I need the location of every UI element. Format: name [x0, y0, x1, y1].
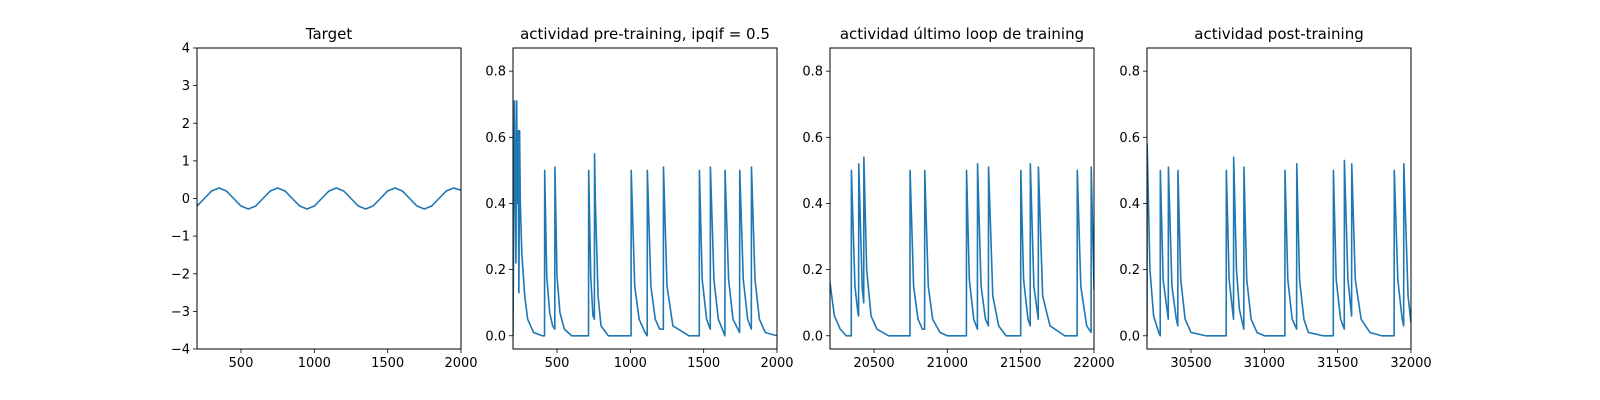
x-tick-label: 1000: [614, 356, 647, 371]
y-tick-label: 2: [182, 117, 190, 132]
y-tick-label: −1: [171, 230, 190, 245]
axes-frame: [1146, 47, 1412, 350]
y-tick-label: 0.6: [802, 131, 823, 146]
y-tick-label: 0.0: [1119, 329, 1140, 344]
plot-area: [830, 156, 1094, 337]
y-tick-label: 0.0: [485, 329, 506, 344]
x-tick-label: 31500: [1317, 356, 1358, 371]
y-tick-label: 0: [182, 192, 190, 207]
panel-pre-training: actividad pre-training, ipqif = 0.5 500 1…: [485, 25, 793, 371]
axis-ticks: 20500 21000 21500 22000 0.0 0.2 0.4 0.6 0.8: [802, 65, 1114, 371]
x-tick-label: 2000: [444, 356, 477, 371]
panel-last-training-loop: actividad último loop de training 20500 2…: [802, 25, 1114, 371]
y-tick-label: 0.8: [1119, 65, 1140, 80]
plot-area: [197, 187, 461, 210]
y-tick-label: 1: [182, 154, 190, 169]
y-tick-label: 0.6: [1119, 131, 1140, 146]
axes-frame: [829, 47, 1095, 350]
series-line: [1147, 143, 1411, 337]
axis-ticks: 500 1000 1500 2000 0.0 0.2 0.4 0.6 0.8: [485, 65, 793, 371]
x-tick-label: 2000: [760, 356, 793, 371]
series-line: [513, 100, 777, 337]
plot-area: [1147, 143, 1411, 337]
x-tick-label: 1500: [371, 356, 404, 371]
x-tick-label: 20500: [853, 356, 894, 371]
panel-target: Target 500 1000 1500 2000 −4 −3 −2 −1 0 1 2 3 4: [171, 25, 478, 371]
panel-title: Target: [305, 25, 353, 43]
x-tick-label: 1500: [687, 356, 720, 371]
x-tick-label: 31000: [1244, 356, 1285, 371]
panel-title: actividad último loop de training: [840, 25, 1084, 43]
y-tick-label: 0.6: [485, 131, 506, 146]
y-tick-label: 3: [182, 79, 190, 94]
axes-frame: [512, 47, 778, 350]
y-tick-label: 0.0: [802, 329, 823, 344]
y-tick-label: 0.2: [1119, 263, 1140, 278]
x-tick-label: 21000: [927, 356, 968, 371]
x-tick-label: 21500: [1000, 356, 1041, 371]
y-tick-label: −4: [171, 343, 190, 358]
y-tick-label: 0.2: [802, 263, 823, 278]
x-tick-label: 1000: [298, 356, 331, 371]
plot-area: [513, 100, 777, 337]
y-tick-label: 0.2: [485, 263, 506, 278]
panel-title: actividad pre-training, ipqif = 0.5: [520, 25, 770, 43]
x-tick-label: 500: [545, 356, 570, 371]
x-tick-label: 32000: [1390, 356, 1431, 371]
axis-ticks: 30500 31000 31500 32000 0.0 0.2 0.4 0.6 0.8: [1119, 65, 1431, 371]
x-tick-label: 500: [229, 356, 254, 371]
x-tick-label: 22000: [1073, 356, 1114, 371]
x-tick-label: 30500: [1170, 356, 1211, 371]
series-line: [830, 156, 1094, 337]
y-tick-label: 0.4: [485, 197, 506, 212]
y-tick-label: 0.4: [802, 197, 823, 212]
y-tick-label: 0.8: [802, 65, 823, 80]
y-tick-label: −3: [171, 305, 190, 320]
panel-post-training: actividad post-training 30500 31000 31500 3…: [1119, 25, 1431, 371]
series-line: [197, 187, 461, 210]
y-tick-label: −2: [171, 267, 190, 282]
y-tick-label: 0.4: [1119, 197, 1140, 212]
y-tick-label: 4: [182, 42, 190, 57]
axis-ticks: 500 1000 1500 2000 −4 −3 −2 −1 0 1 2 3 4: [171, 42, 478, 372]
y-tick-label: 0.8: [485, 65, 506, 80]
panel-title: actividad post-training: [1194, 25, 1363, 43]
